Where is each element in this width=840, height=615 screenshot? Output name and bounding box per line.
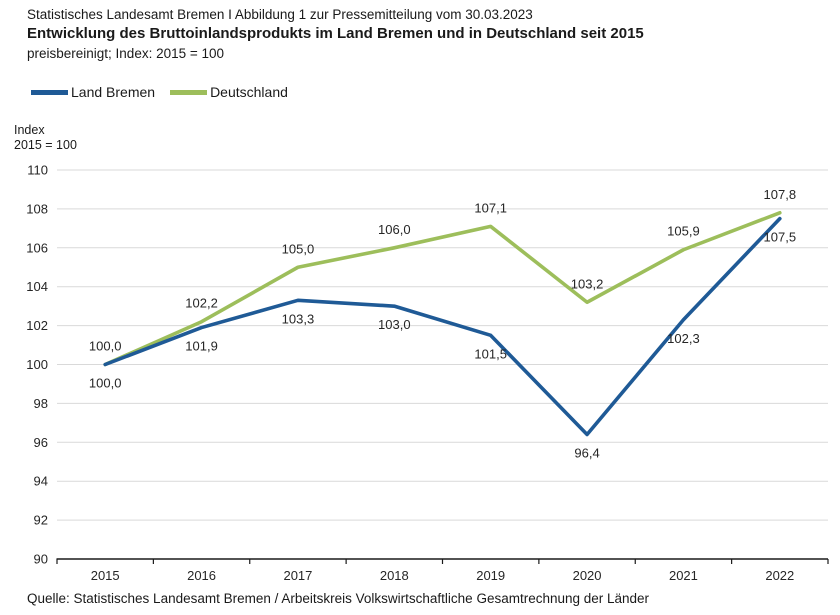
y-tick-label: 98 (34, 396, 48, 411)
data-label: 105,9 (667, 224, 700, 239)
data-label: 101,9 (185, 339, 218, 354)
figure-meta-line: Statistisches Landesamt Bremen I Abbildu… (27, 7, 533, 22)
x-tick-label: 2020 (573, 568, 602, 583)
legend-label: Land Bremen (71, 84, 156, 100)
source-note: Quelle: Statistisches Landesamt Bremen /… (27, 591, 650, 606)
data-label: 107,1 (474, 200, 507, 215)
legend-label: Deutschland (210, 84, 288, 100)
y-tick-label: 110 (27, 163, 48, 178)
data-label: 102,2 (185, 296, 218, 311)
x-tick-label: 2015 (91, 568, 120, 583)
series-line-deutschland (103, 210, 782, 367)
data-label: 105,0 (282, 241, 315, 256)
y-axis-note-line1: Index (14, 123, 45, 137)
x-tick-label: 2019 (476, 568, 505, 583)
x-tick-label: 2021 (669, 568, 698, 583)
data-label: 100,0 (89, 376, 122, 391)
x-tick-label: 2016 (187, 568, 216, 583)
data-label: 107,5 (764, 230, 797, 245)
data-label: 103,3 (282, 311, 315, 326)
y-tick-label: 106 (26, 240, 48, 255)
y-tick-label: 92 (34, 513, 48, 528)
data-label: 102,3 (667, 331, 700, 346)
x-tick-label: 2018 (380, 568, 409, 583)
figure-subtitle: preisbereinigt; Index: 2015 = 100 (27, 46, 225, 61)
y-tick-label: 100 (26, 357, 48, 372)
series-line-land-bremen (103, 216, 782, 437)
y-tick-label: 94 (34, 474, 48, 489)
legend-item-deutschland: Deutschland (170, 84, 288, 100)
y-axis-note: Index 2015 = 100 (14, 123, 77, 153)
x-tick-label: 2017 (283, 568, 312, 583)
y-tick-label: 102 (26, 318, 48, 333)
figure-title: Entwicklung des Bruttoinlandsprodukts im… (27, 25, 644, 42)
data-label: 106,0 (378, 222, 411, 237)
data-label: 103,2 (571, 276, 604, 291)
data-label: 96,4 (574, 446, 599, 461)
data-label: 101,5 (474, 346, 507, 361)
chart-legend: Land Bremen Deutschland (31, 84, 288, 100)
figure-header: Statistisches Landesamt Bremen I Abbildu… (27, 5, 644, 63)
y-tick-label: 108 (26, 201, 48, 216)
legend-item-land-bremen: Land Bremen (31, 84, 155, 100)
legend-swatch (31, 89, 68, 95)
x-tick-label: 2022 (765, 568, 794, 583)
data-label: 107,8 (764, 187, 797, 202)
data-label: 100,0 (89, 339, 122, 354)
y-tick-label: 104 (26, 279, 48, 294)
y-tick-label: 90 (34, 552, 48, 567)
legend-swatch (170, 89, 208, 95)
data-label: 103,0 (378, 317, 411, 332)
y-axis-note-line2: 2015 = 100 (14, 138, 77, 152)
y-tick-label: 96 (34, 435, 48, 450)
